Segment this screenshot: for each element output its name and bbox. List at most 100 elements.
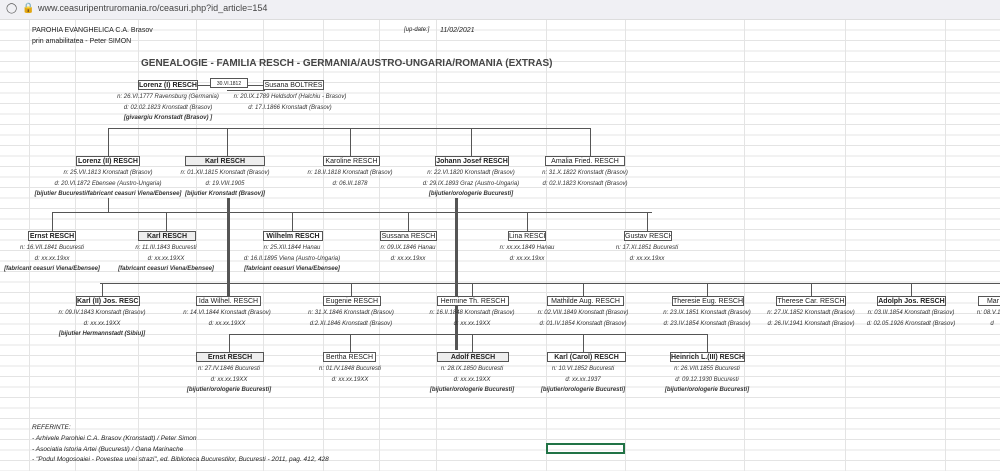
person-box[interactable]: Wilhelm RESCH: [263, 231, 323, 241]
browser-address-bar[interactable]: ◯ 🔒 www.ceasuripentruromania.ro/ceasuri.…: [0, 0, 1000, 20]
person-death: d: 26.IV.1941 Kronstadt (Brasov): [767, 320, 855, 327]
person-box[interactable]: Ernst RESCH: [28, 231, 76, 241]
person-death: d: 17.I.1866 Kronstadt (Brasov): [248, 104, 332, 111]
person-box[interactable]: Heinrich L.(III) RESCH: [670, 352, 745, 362]
person-box[interactable]: Bertha RESCH: [323, 352, 376, 362]
reference-item: - Arhivele Parohiei C.A. Brasov (Kronsta…: [32, 435, 197, 442]
person-box[interactable]: Gustav RESCH: [624, 231, 672, 241]
person-box[interactable]: Susana BOLTRES: [263, 80, 324, 90]
person-box[interactable]: Mar: [978, 296, 1000, 306]
person-birth: n: 23.IX.1851 Kronstadt (Brasov): [663, 310, 751, 316]
person-birth: n: 25.VII.1813 Kronstadt (Brasov): [63, 170, 153, 176]
person-box[interactable]: Karl (Carol) RESCH: [547, 352, 626, 362]
connector-line: [52, 212, 53, 231]
person-birth: n: 16.VII.1841 Bucuresti: [19, 245, 85, 251]
person-death: d: xx.xx.1937: [565, 376, 601, 383]
person-death: d: 19.VIII.1905: [205, 180, 245, 187]
person-death: d: 16.II.1895 Viena (Austro-Ungaria): [243, 255, 341, 262]
person-box[interactable]: Mathilde Aug. RESCH: [547, 296, 624, 306]
person-death: d: 01.IV.1854 Kronstadt (Brasov): [539, 320, 627, 327]
person-birth: n: 27.IX.1852 Kronstadt (Brasov): [767, 310, 855, 316]
person-occupation: [bijutier/orologerie Bucuresti]: [186, 387, 272, 393]
person-occupation: [bijutier/orologerie Bucuresti]: [429, 387, 515, 393]
person-box[interactable]: Ernst RESCH: [196, 352, 264, 362]
connector-line: [583, 334, 584, 352]
person-box[interactable]: Sussana RESCH: [380, 231, 437, 241]
selected-cell[interactable]: [546, 443, 625, 454]
connector-line: [247, 85, 263, 86]
person-birth: n: 25.XII.1844 Hanau: [263, 245, 321, 251]
person-birth: n: 16.II.1848 Kronstadt (Brasov): [429, 310, 515, 316]
person-death: d: 09.12.1930 Bucuresti: [675, 376, 739, 383]
person-birth: n: 11.III.1843 Bucuresti: [135, 245, 197, 251]
person-box[interactable]: Hermine Th. RESCH: [437, 296, 509, 306]
person-death: d: xx.xx.19XX: [210, 376, 248, 383]
person-death: d: xx.xx.19xx: [629, 255, 665, 262]
references-heading: REFERINTE:: [32, 424, 71, 431]
person-box[interactable]: Adolph Jos. RESCH: [877, 296, 946, 306]
person-box[interactable]: Ida Wilhel. RESCH: [196, 296, 261, 306]
person-death: d: 23.IV.1854 Kronstadt (Brasov): [663, 320, 751, 327]
person-box[interactable]: Karoline RESCH: [323, 156, 380, 166]
connector-line: [102, 283, 103, 296]
connector-line: [197, 85, 210, 86]
person-death: d: xx.xx.19XX: [331, 376, 369, 383]
connector-line: [229, 334, 230, 352]
connector-line: [471, 128, 472, 156]
person-occupation: [fabricant ceasuri Viena/Ebensee]: [4, 266, 100, 272]
person-occupation: [fabricant ceasuri Viena/Ebensee]: [118, 266, 214, 272]
connector-line: [351, 283, 352, 296]
person-box[interactable]: Therese Car. RESCH: [776, 296, 846, 306]
person-birth: n: 09.IX.1846 Hanau: [380, 245, 436, 251]
person-birth: n: 26.VI.1777 Ravensburg (Germania): [117, 94, 219, 100]
person-box[interactable]: Lorenz (II) RESCH: [76, 156, 140, 166]
person-box[interactable]: Lorenz (I) RESCH: [138, 80, 198, 90]
person-death: d: [990, 320, 994, 327]
person-occupation: [bijutier/orologerie Bucuresti]: [540, 387, 626, 393]
person-box[interactable]: Karl RESCH: [138, 231, 196, 241]
connector-line: [455, 198, 458, 350]
org-name: PAROHIA EVANGHELICA C.A. Brasov: [32, 27, 153, 34]
url-text[interactable]: www.ceasuripentruromania.ro/ceasuri.php?…: [38, 3, 268, 13]
person-box[interactable]: Amalia Fried. RESCH: [545, 156, 625, 166]
person-occupation: [bijutier/orologerie Bucuresti]: [428, 191, 514, 197]
person-occupation: [bijutier/orologerie Bucuresti]: [664, 387, 750, 393]
shield-icon[interactable]: ◯: [6, 3, 18, 14]
person-box[interactable]: Johann Josef RESCH: [435, 156, 509, 166]
person-birth: n: 17.XI.1851 Bucuresti: [615, 245, 679, 251]
person-birth: n: 31.X.1822 Kronstadt (Brasov): [542, 170, 628, 176]
update-label: [up-date:]: [404, 27, 430, 33]
connector-line: [472, 334, 473, 352]
person-birth: n: 27.IV.1846 Bucuresti: [198, 366, 260, 372]
person-birth: n: xx.xx.1849 Hanau: [499, 245, 555, 251]
person-occupation: [bijutier Hermannstadt (Sibiu)]: [58, 331, 146, 337]
person-box[interactable]: Eugenie RESCH: [323, 296, 381, 306]
person-death: d: xx.xx.19XX: [453, 320, 491, 327]
person-death: d: xx.xx.19XX: [83, 320, 121, 327]
connector-line: [100, 283, 1000, 284]
connector-line: [647, 212, 648, 231]
update-date: 11/02/2021: [440, 27, 475, 34]
person-box[interactable]: Karl (II) Jos. RESCH: [76, 296, 140, 306]
connector-line: [227, 90, 265, 91]
person-birth: n: 01.XII.1815 Kronstadt (Brasov): [180, 170, 270, 176]
person-death: d: xx.xx.19xx: [509, 255, 545, 262]
page-lock-icon[interactable]: 🔒: [22, 3, 35, 14]
person-box[interactable]: Lina RESCH: [508, 231, 546, 241]
person-birth: n: 28.IX.1850 Bucuresti: [440, 366, 504, 372]
person-box[interactable]: Theresie Eug. RESCH: [672, 296, 744, 306]
connector-line: [707, 334, 708, 352]
person-death: d: 06.III.1878: [332, 180, 368, 187]
connector-line: [227, 198, 230, 296]
connector-line: [811, 283, 812, 296]
person-death: d: 02.II.1823 Kronstadt (Brasov): [542, 180, 628, 187]
person-occupation: [givaergiu Kronstadt (Brasov) ]: [123, 115, 213, 121]
person-birth: n: 08.V.185: [976, 310, 1000, 316]
connector-line: [707, 283, 708, 296]
person-birth: n: 31.X.1846 Kronstadt (Brasov): [308, 310, 394, 316]
spreadsheet-grid: [0, 20, 1000, 471]
person-box[interactable]: Karl RESCH: [185, 156, 265, 166]
person-box[interactable]: Adolf RESCH: [437, 352, 509, 362]
connector-line: [350, 334, 351, 352]
connector-line: [229, 334, 707, 335]
